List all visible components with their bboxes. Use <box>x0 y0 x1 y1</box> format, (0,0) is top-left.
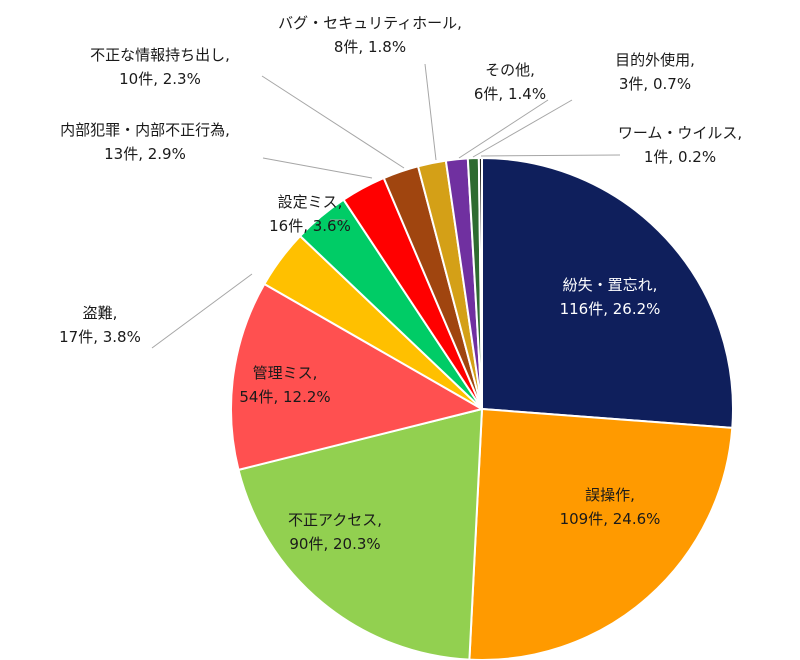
data-label-10: その他, 6件, 1.4% <box>474 61 546 103</box>
data-label-6: 設定ミス, 16件, 3.6% <box>269 193 351 235</box>
pie-slice-4 <box>230 282 485 472</box>
data-label-name: 盗難, <box>83 304 118 322</box>
pie-slice-3 <box>237 407 484 660</box>
data-label-value: 8件, 1.8% <box>334 38 406 56</box>
data-label-9: バグ・セキュリティホール, 8件, 1.8% <box>278 14 462 56</box>
data-label-name: 誤操作, <box>585 486 635 504</box>
data-label-name: 紛失・置忘れ, <box>563 276 658 294</box>
data-label-name: 不正な情報持ち出し, <box>90 46 230 64</box>
leader-line-7 <box>262 157 373 179</box>
data-label-7: 内部犯罪・内部不正行為, 13件, 2.9% <box>60 121 230 163</box>
pie-slice-2 <box>468 407 734 660</box>
data-label-2: 誤操作, 109件, 24.6% <box>560 486 661 528</box>
data-label-name: 不正アクセス, <box>288 511 382 529</box>
data-label-8: 不正な情報持ち出し, 10件, 2.3% <box>90 46 230 88</box>
data-label-value: 116件, 26.2% <box>560 300 661 318</box>
data-label-value: 1件, 0.2% <box>644 148 716 166</box>
data-label-name: 内部犯罪・内部不正行為, <box>60 121 230 139</box>
data-label-name: ワーム・ウイルス, <box>618 124 742 142</box>
data-label-name: 管理ミス, <box>253 364 318 382</box>
data-labels: 紛失・置忘れ, 116件, 26.2% 誤操作, 109件, 24.6% 不正アクセス,… <box>59 14 742 553</box>
leader-lines <box>151 63 621 349</box>
leader-line-8 <box>261 75 405 169</box>
data-label-3: 不正アクセス, 90件, 20.3% <box>288 511 382 553</box>
pie-slice-1 <box>481 156 734 429</box>
pie-slices <box>230 156 734 660</box>
data-label-value: 6件, 1.4% <box>474 85 546 103</box>
data-label-value: 54件, 12.2% <box>239 388 330 406</box>
data-label-name: バグ・セキュリティホール, <box>278 14 462 32</box>
leader-line-12 <box>480 154 621 157</box>
data-label-11: 目的外使用, 3件, 0.7% <box>615 51 695 93</box>
data-label-5: 盗難, 17件, 3.8% <box>59 304 141 346</box>
data-label-name: その他, <box>485 61 535 79</box>
data-label-value: 90件, 20.3% <box>289 535 380 553</box>
leader-line-5 <box>151 273 253 349</box>
data-label-value: 10件, 2.3% <box>119 70 201 88</box>
data-label-1: 紛失・置忘れ, 116件, 26.2% <box>560 276 661 318</box>
leader-line-9 <box>424 63 437 161</box>
data-label-value: 13件, 2.9% <box>104 145 186 163</box>
leader-line-10 <box>458 99 549 159</box>
data-label-value: 17件, 3.8% <box>59 328 141 346</box>
data-label-12: ワーム・ウイルス, 1件, 0.2% <box>618 124 742 166</box>
data-label-value: 3件, 0.7% <box>619 75 691 93</box>
pie-slice-12 <box>477 156 483 410</box>
data-label-value: 109件, 24.6% <box>560 510 661 528</box>
data-label-value: 16件, 3.6% <box>269 217 351 235</box>
data-label-name: 目的外使用, <box>615 51 695 69</box>
data-label-4: 管理ミス, 54件, 12.2% <box>239 364 330 406</box>
data-label-name: 設定ミス, <box>278 193 343 211</box>
leader-line-11 <box>472 99 573 158</box>
